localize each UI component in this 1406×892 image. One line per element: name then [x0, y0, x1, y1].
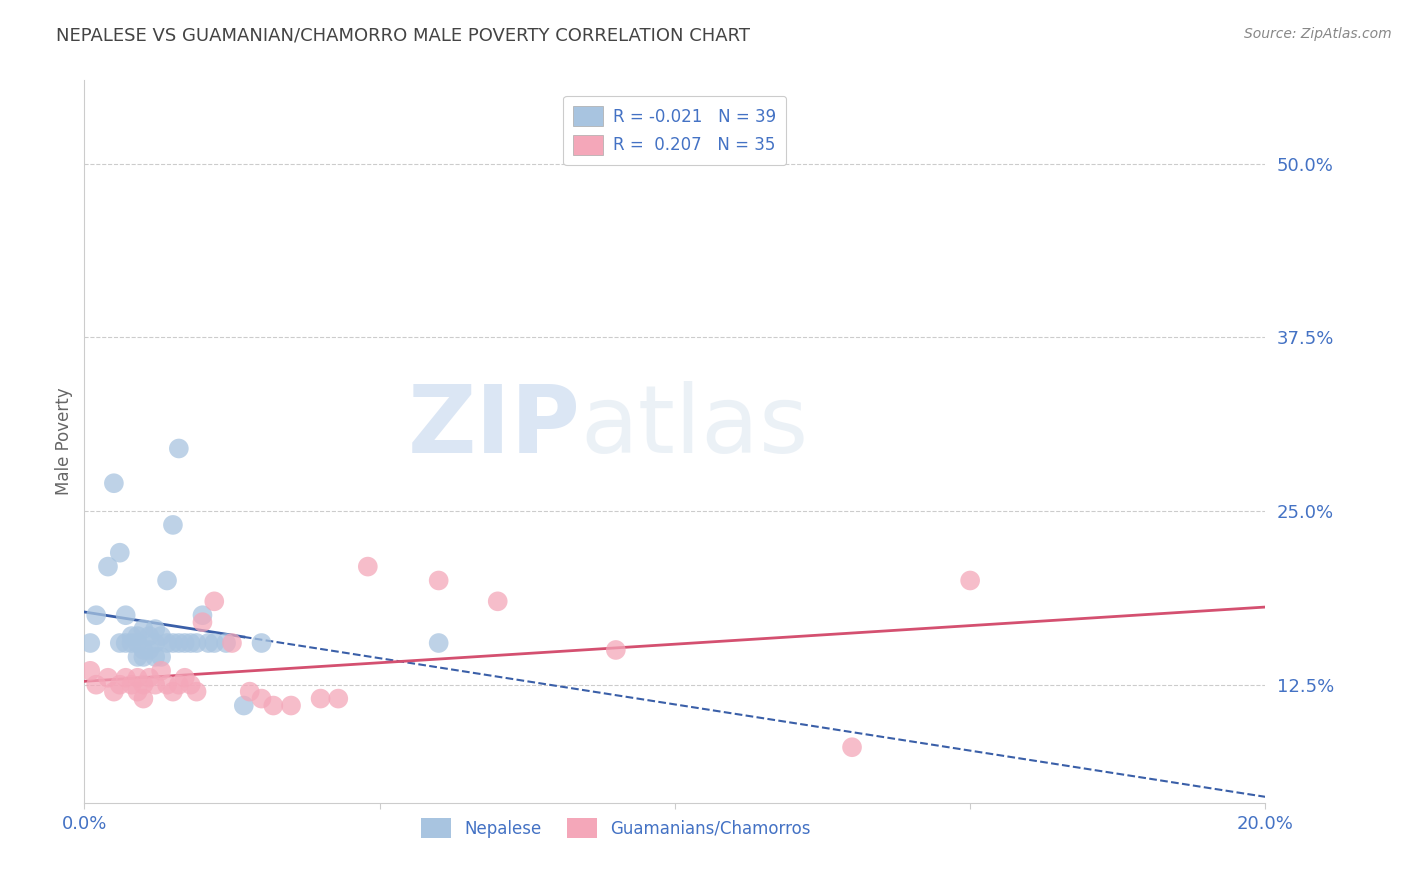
Point — [114, 636, 136, 650]
Point — [841, 740, 863, 755]
Point — [215, 636, 238, 650]
Point — [132, 649, 155, 664]
Point — [180, 678, 202, 692]
Point — [108, 546, 131, 560]
Point — [328, 691, 350, 706]
Point — [427, 636, 450, 650]
Point — [173, 671, 195, 685]
Point — [138, 671, 160, 685]
Point — [186, 684, 208, 698]
Point — [173, 636, 195, 650]
Text: atlas: atlas — [581, 381, 808, 473]
Point — [84, 608, 107, 623]
Point — [262, 698, 284, 713]
Point — [121, 629, 143, 643]
Point — [79, 664, 101, 678]
Y-axis label: Male Poverty: Male Poverty — [55, 388, 73, 495]
Point — [180, 636, 202, 650]
Point — [138, 643, 160, 657]
Point — [191, 608, 214, 623]
Legend: Nepalese, Guamanians/Chamorros: Nepalese, Guamanians/Chamorros — [415, 812, 817, 845]
Point — [156, 636, 179, 650]
Point — [103, 684, 125, 698]
Point — [156, 678, 179, 692]
Point — [103, 476, 125, 491]
Text: ZIP: ZIP — [408, 381, 581, 473]
Point — [127, 649, 149, 664]
Point — [132, 678, 155, 692]
Point — [167, 442, 190, 456]
Point — [127, 671, 149, 685]
Point — [959, 574, 981, 588]
Point — [108, 678, 131, 692]
Point — [202, 594, 225, 608]
Text: Source: ZipAtlas.com: Source: ZipAtlas.com — [1244, 27, 1392, 41]
Point — [162, 517, 184, 532]
Point — [150, 649, 173, 664]
Point — [79, 636, 101, 650]
Point — [97, 559, 120, 574]
Point — [150, 664, 173, 678]
Point — [357, 559, 380, 574]
Point — [202, 636, 225, 650]
Point — [138, 629, 160, 643]
Point — [309, 691, 332, 706]
Point — [121, 636, 143, 650]
Point — [191, 615, 214, 630]
Point — [143, 622, 166, 636]
Point — [127, 636, 149, 650]
Point — [486, 594, 509, 608]
Point — [250, 636, 273, 650]
Point — [162, 636, 184, 650]
Point — [150, 629, 173, 643]
Point — [108, 636, 131, 650]
Point — [186, 636, 208, 650]
Point — [239, 684, 262, 698]
Point — [605, 643, 627, 657]
Point — [84, 678, 107, 692]
Point — [132, 643, 155, 657]
Point — [97, 671, 120, 685]
Point — [114, 608, 136, 623]
Point — [232, 698, 254, 713]
Point — [197, 636, 219, 650]
Text: NEPALESE VS GUAMANIAN/CHAMORRO MALE POVERTY CORRELATION CHART: NEPALESE VS GUAMANIAN/CHAMORRO MALE POVE… — [56, 27, 751, 45]
Point — [167, 678, 190, 692]
Point — [280, 698, 302, 713]
Point — [127, 629, 149, 643]
Point — [221, 636, 243, 650]
Point — [143, 649, 166, 664]
Point — [127, 684, 149, 698]
Point — [250, 691, 273, 706]
Point — [143, 678, 166, 692]
Point — [114, 671, 136, 685]
Point — [156, 574, 179, 588]
Point — [121, 678, 143, 692]
Point — [132, 622, 155, 636]
Point — [427, 574, 450, 588]
Point — [167, 636, 190, 650]
Point — [132, 691, 155, 706]
Point — [143, 636, 166, 650]
Point — [162, 684, 184, 698]
